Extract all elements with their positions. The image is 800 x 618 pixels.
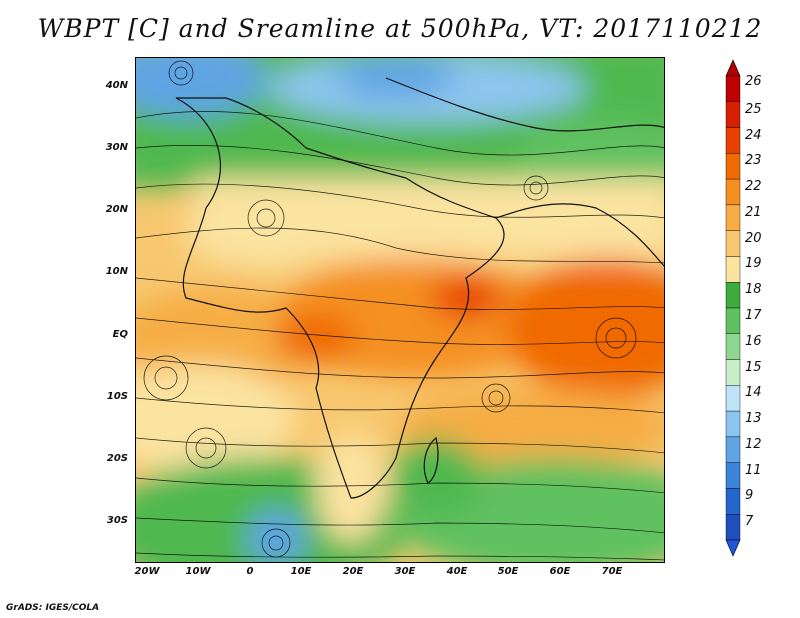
lon-label-40e: 40E [446,566,468,577]
north-border [385,77,664,132]
colorbar-label-26: 26 [745,74,762,89]
colorbar-label-20: 20 [745,230,762,246]
colorbar-swatch-16 [725,488,741,515]
colorbar-label-25: 25 [745,101,762,117]
colorbar-label-22: 22 [745,179,762,195]
lon-label-20e: 20E [342,566,364,577]
streamlines [136,60,664,561]
madagascar-green [391,438,481,518]
colorbar-swatch-6 [725,230,741,257]
colorbar-label-9: 9 [745,488,754,504]
colorbar-label-14: 14 [745,385,762,401]
map-fields [136,58,664,562]
lat-label-30n: 30N [105,142,128,153]
colorbar-label-15: 15 [745,359,762,375]
colorbar-label-19: 19 [745,256,762,272]
east-africa-hotspot [431,278,501,318]
ne-green [516,118,664,198]
south-africa-yellow [316,433,386,543]
colorbar-swatch-14 [725,436,741,463]
colorbar-label-17: 17 [745,308,762,323]
colorbar-swatch-3 [725,153,741,180]
colorbar-swatch-8 [725,282,741,309]
colorbar-max-arrow [725,59,741,77]
lat-label-40n: 40N [105,80,128,91]
wbpt-streamline-map [135,57,665,563]
lat-label-30s: 30S [106,515,128,526]
coastlines [175,77,664,499]
colorbar-swatch-2 [725,127,741,154]
arabia-india-coast [495,203,664,267]
lat-label-10n: 10N [105,266,128,277]
colorbar-swatch-11 [725,359,741,386]
lon-label-70e: 70E [601,566,623,577]
lon-label-10w: 10W [185,566,211,577]
colorbar-swatch-15 [725,462,741,489]
colorbar-min-arrow [725,539,741,557]
lon-label-10e: 10E [290,566,312,577]
africa-outline [175,97,505,499]
madagascar-outline [423,436,439,484]
indian-ocean-red [506,258,664,398]
colorbar-label-13: 13 [745,411,762,427]
lat-label-20s: 20S [106,453,128,464]
colorbar-swatch-4 [725,178,741,206]
colorbar-swatch-7 [725,256,741,283]
colorbar-label-16: 16 [745,333,762,349]
colorbar-label-12: 12 [745,436,762,452]
north-cold-core [336,58,456,98]
lat-label-20n: 20N [105,204,128,215]
colorbar-swatch-13 [725,410,741,438]
colorbar-swatch-12 [725,385,741,412]
colorbar-label-11: 11 [745,462,762,478]
lon-label-50e: 50E [497,566,519,577]
colorbar-label-24: 24 [745,127,762,143]
map-title: WBPT [C] and Sreamline at 500hPa, VT: 20… [37,14,763,43]
colorbar-swatch-1 [725,101,741,128]
colorbar-swatch-17 [725,514,741,541]
colorbar-swatch-10 [725,333,741,360]
colorbar-swatch-9 [725,307,741,334]
colorbar-swatch-5 [725,204,741,231]
lat-label-eq: EQ [112,329,128,340]
lon-label-60e: 60E [549,566,571,577]
lon-label-30e: 30E [394,566,416,577]
nw-cold-pool [136,58,266,118]
colorbar-swatch-0 [725,75,741,102]
congo-hotspot [276,313,356,363]
lon-label-0: 0 [246,566,254,577]
colorbar-label-21: 21 [745,204,762,220]
footer-credit: GrADS: IGES/COLA [6,603,100,613]
lon-label-20w: 20W [134,566,160,577]
colorbar-label-23: 23 [745,153,762,169]
colorbar-label-7: 7 [745,514,754,530]
colorbar [725,59,741,557]
lat-label-10s: 10S [106,391,128,402]
colorbar-label-18: 18 [745,282,762,298]
